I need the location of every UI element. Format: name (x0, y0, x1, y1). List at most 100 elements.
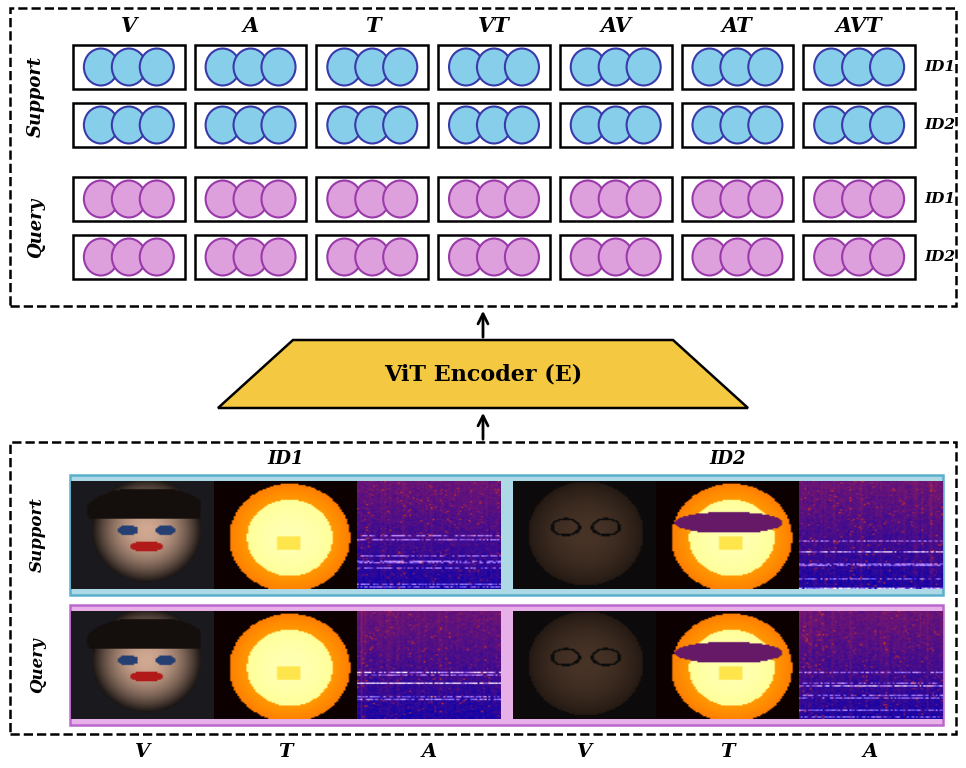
Text: A: A (863, 743, 878, 761)
Ellipse shape (234, 48, 268, 85)
Ellipse shape (814, 239, 848, 276)
Ellipse shape (477, 107, 511, 144)
Ellipse shape (571, 239, 605, 276)
Ellipse shape (112, 48, 146, 85)
Bar (560, 177, 671, 221)
Ellipse shape (262, 180, 296, 217)
Ellipse shape (599, 48, 633, 85)
Ellipse shape (384, 48, 417, 85)
Ellipse shape (206, 239, 240, 276)
Ellipse shape (693, 239, 726, 276)
Text: V: V (135, 743, 150, 761)
Ellipse shape (842, 107, 876, 144)
Ellipse shape (814, 48, 848, 85)
Bar (439, 103, 550, 147)
Bar (73, 235, 185, 279)
Ellipse shape (206, 48, 240, 85)
Ellipse shape (449, 48, 483, 85)
Ellipse shape (627, 107, 661, 144)
Ellipse shape (355, 107, 389, 144)
Text: Support: Support (27, 55, 45, 137)
Ellipse shape (234, 107, 268, 144)
Text: V: V (577, 743, 591, 761)
Ellipse shape (749, 107, 782, 144)
Ellipse shape (477, 48, 511, 85)
Text: A: A (421, 743, 437, 761)
Ellipse shape (749, 48, 782, 85)
Bar (317, 45, 428, 89)
Bar (195, 235, 306, 279)
Ellipse shape (355, 239, 389, 276)
Ellipse shape (693, 107, 726, 144)
Ellipse shape (140, 180, 174, 217)
Ellipse shape (627, 48, 661, 85)
Ellipse shape (721, 48, 754, 85)
Ellipse shape (505, 180, 539, 217)
Ellipse shape (870, 239, 904, 276)
Bar (70, 475, 943, 595)
Ellipse shape (721, 239, 754, 276)
Ellipse shape (571, 48, 605, 85)
Ellipse shape (140, 239, 174, 276)
Bar (682, 45, 793, 89)
Ellipse shape (112, 180, 146, 217)
Ellipse shape (384, 180, 417, 217)
Ellipse shape (505, 239, 539, 276)
Ellipse shape (327, 180, 361, 217)
Text: Support: Support (29, 498, 46, 572)
Ellipse shape (749, 239, 782, 276)
Ellipse shape (870, 180, 904, 217)
Ellipse shape (842, 48, 876, 85)
Ellipse shape (571, 107, 605, 144)
Ellipse shape (84, 239, 118, 276)
Text: ID2: ID2 (924, 118, 955, 132)
Ellipse shape (262, 239, 296, 276)
Bar (73, 177, 185, 221)
Bar (560, 45, 671, 89)
Bar (73, 45, 185, 89)
Text: Query: Query (29, 637, 46, 693)
Ellipse shape (84, 48, 118, 85)
Ellipse shape (721, 107, 754, 144)
Ellipse shape (477, 239, 511, 276)
Text: A: A (242, 16, 259, 36)
Bar (73, 103, 185, 147)
Bar (439, 45, 550, 89)
Ellipse shape (449, 239, 483, 276)
Ellipse shape (84, 180, 118, 217)
Bar (560, 103, 671, 147)
Text: AVT: AVT (836, 16, 882, 36)
Text: ViT Encoder (E): ViT Encoder (E) (384, 363, 582, 385)
Text: T: T (720, 743, 734, 761)
Ellipse shape (599, 107, 633, 144)
Ellipse shape (327, 48, 361, 85)
Ellipse shape (384, 239, 417, 276)
Polygon shape (218, 340, 748, 408)
Bar (317, 235, 428, 279)
Ellipse shape (505, 48, 539, 85)
Text: ID2: ID2 (924, 250, 955, 264)
Ellipse shape (384, 107, 417, 144)
Bar (682, 103, 793, 147)
Bar (317, 177, 428, 221)
Bar (804, 235, 915, 279)
Bar (10, 442, 956, 734)
Bar (195, 177, 306, 221)
Ellipse shape (814, 180, 848, 217)
Ellipse shape (327, 239, 361, 276)
Ellipse shape (355, 48, 389, 85)
Bar (804, 45, 915, 89)
Ellipse shape (84, 107, 118, 144)
Ellipse shape (842, 180, 876, 217)
Ellipse shape (693, 48, 726, 85)
Text: V: V (121, 16, 137, 36)
Text: ID2: ID2 (709, 450, 746, 468)
Ellipse shape (234, 239, 268, 276)
Text: VT: VT (478, 16, 510, 36)
Ellipse shape (355, 180, 389, 217)
Text: ID1: ID1 (924, 192, 955, 206)
Ellipse shape (449, 107, 483, 144)
Ellipse shape (505, 107, 539, 144)
Ellipse shape (140, 107, 174, 144)
Ellipse shape (571, 180, 605, 217)
